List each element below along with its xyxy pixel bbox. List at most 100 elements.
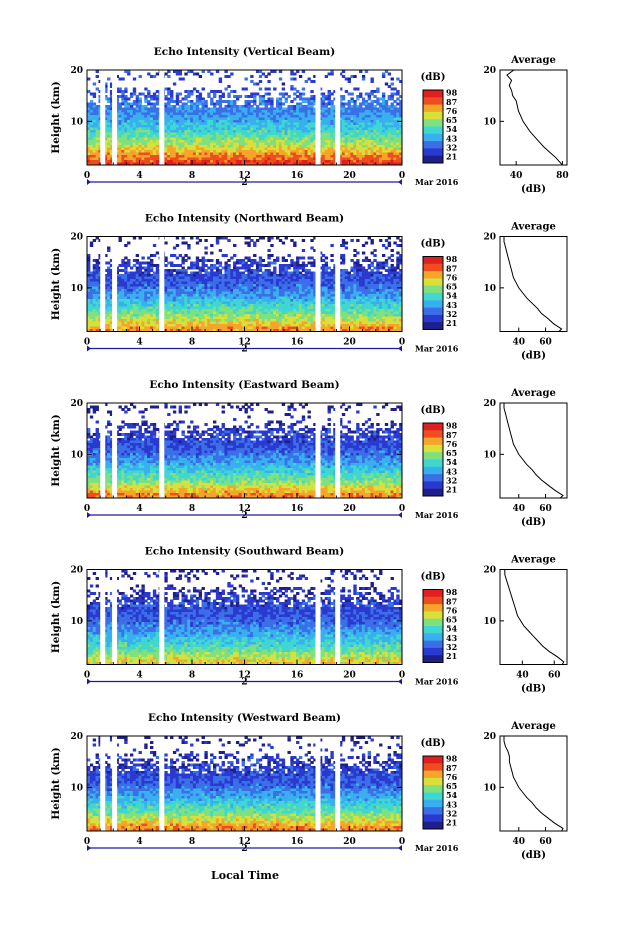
heatmap-cell <box>399 142 403 146</box>
heatmap-cell <box>233 145 237 148</box>
heatmap-cell <box>250 120 254 123</box>
heatmap-cell <box>339 132 343 136</box>
heatmap-cell <box>376 117 380 121</box>
heatmap-cell <box>381 137 386 141</box>
heatmap-cell <box>121 127 125 131</box>
heatmap-cell <box>296 110 300 113</box>
heatmap-cell <box>250 125 254 128</box>
heatmap-cell <box>195 140 200 143</box>
heatmap-cell <box>376 127 380 131</box>
heatmap-cell <box>244 107 248 111</box>
heatmap-cell <box>281 160 286 163</box>
heatmap-cell <box>384 269 389 272</box>
heatmap-cell <box>390 152 394 156</box>
heatmap-cell <box>218 150 223 153</box>
heatmap-cell <box>244 100 248 103</box>
heatmap-cell <box>253 92 257 96</box>
heatmap-cell <box>339 162 343 166</box>
heatmap-cell <box>250 239 254 242</box>
heatmap-cell <box>195 120 200 123</box>
heatmap-cell <box>221 137 225 141</box>
heatmap-cell <box>221 135 225 138</box>
heatmap-cell <box>298 140 303 143</box>
heatmap-cell <box>124 160 128 163</box>
heatmap-cell <box>150 115 154 118</box>
heatmap-cell <box>127 112 131 116</box>
heatmap-cell <box>278 100 283 103</box>
heatmap-cell <box>241 160 245 163</box>
heatmap-cell <box>141 125 145 128</box>
heatmap-cell <box>267 87 271 91</box>
heatmap-cell <box>210 115 214 118</box>
heatmap-cell <box>218 147 223 151</box>
heatmap-cell <box>129 147 134 151</box>
heatmap-cell <box>235 120 240 123</box>
heatmap-cell <box>387 160 392 163</box>
heatmap-cell <box>127 120 131 123</box>
heatmap-cell <box>135 102 140 106</box>
heatmap-cell <box>109 100 114 103</box>
heatmap-cell <box>167 125 171 128</box>
colorbar-segment <box>423 119 443 127</box>
heatmap-cell <box>253 147 257 151</box>
heatmap-cell <box>107 132 111 136</box>
heatmap-cell <box>167 115 171 118</box>
heatmap-cell <box>98 95 102 98</box>
heatmap-cell <box>364 241 369 245</box>
heatmap-cell <box>87 150 91 153</box>
heatmap-cell <box>109 122 114 126</box>
heatmap-cell <box>327 266 331 270</box>
heatmap-cell <box>396 251 400 255</box>
heatmap-cell <box>132 160 137 163</box>
heatmap-cell <box>390 137 394 141</box>
heatmap-cell <box>121 107 125 111</box>
heatmap-cell <box>393 122 397 126</box>
colorbar-tick-label: 76 <box>446 106 458 116</box>
heatmap-cell <box>278 115 283 118</box>
heatmap-cell <box>356 261 360 265</box>
heatmap-cell <box>95 110 99 113</box>
heatmap-cell <box>121 90 125 93</box>
heatmap-cell <box>364 150 369 153</box>
heatmap-cell <box>141 115 145 118</box>
heatmap-cell <box>135 145 140 148</box>
heatmap-cell <box>155 140 160 143</box>
heatmap-cell <box>327 145 331 148</box>
heatmap-cell <box>98 147 102 151</box>
heatmap-cell <box>210 132 214 136</box>
heatmap-cell <box>310 127 314 131</box>
heatmap-cell <box>379 112 383 116</box>
heatmap-cell <box>267 256 271 260</box>
heatmap-cell <box>367 264 371 267</box>
heatmap-cell <box>89 244 94 247</box>
heatmap-cell <box>393 130 397 133</box>
x-tick-label: 0 <box>399 171 405 181</box>
heatmap-cell <box>124 110 128 113</box>
heatmap-cell <box>393 137 397 141</box>
heatmap-cell <box>313 75 317 78</box>
heatmap-cell <box>198 160 203 163</box>
heatmap-cell <box>359 117 363 121</box>
heatmap-cell <box>339 142 343 146</box>
heatmap-cell <box>330 117 334 121</box>
heatmap-cell <box>370 77 374 81</box>
heatmap-cell <box>92 95 97 98</box>
heatmap-cell <box>201 162 205 166</box>
heatmap-cell <box>350 135 354 138</box>
heatmap-cell <box>118 145 122 148</box>
heatmap-cell <box>298 105 303 108</box>
heatmap-cell <box>170 140 174 143</box>
heatmap-cell <box>250 160 254 163</box>
heatmap-cell <box>290 130 294 133</box>
heatmap-cell <box>330 244 334 247</box>
heatmap-cell <box>396 115 400 118</box>
heatmap-cell <box>267 239 271 242</box>
heatmap-cell <box>184 122 188 126</box>
heatmap-cell <box>238 162 243 166</box>
heatmap-cell <box>255 160 260 163</box>
heatmap-cell <box>359 160 363 163</box>
heatmap-cell <box>293 152 297 156</box>
heatmap-cell <box>327 110 331 113</box>
heatmap-cell <box>227 122 231 126</box>
heatmap-cell <box>150 140 154 143</box>
